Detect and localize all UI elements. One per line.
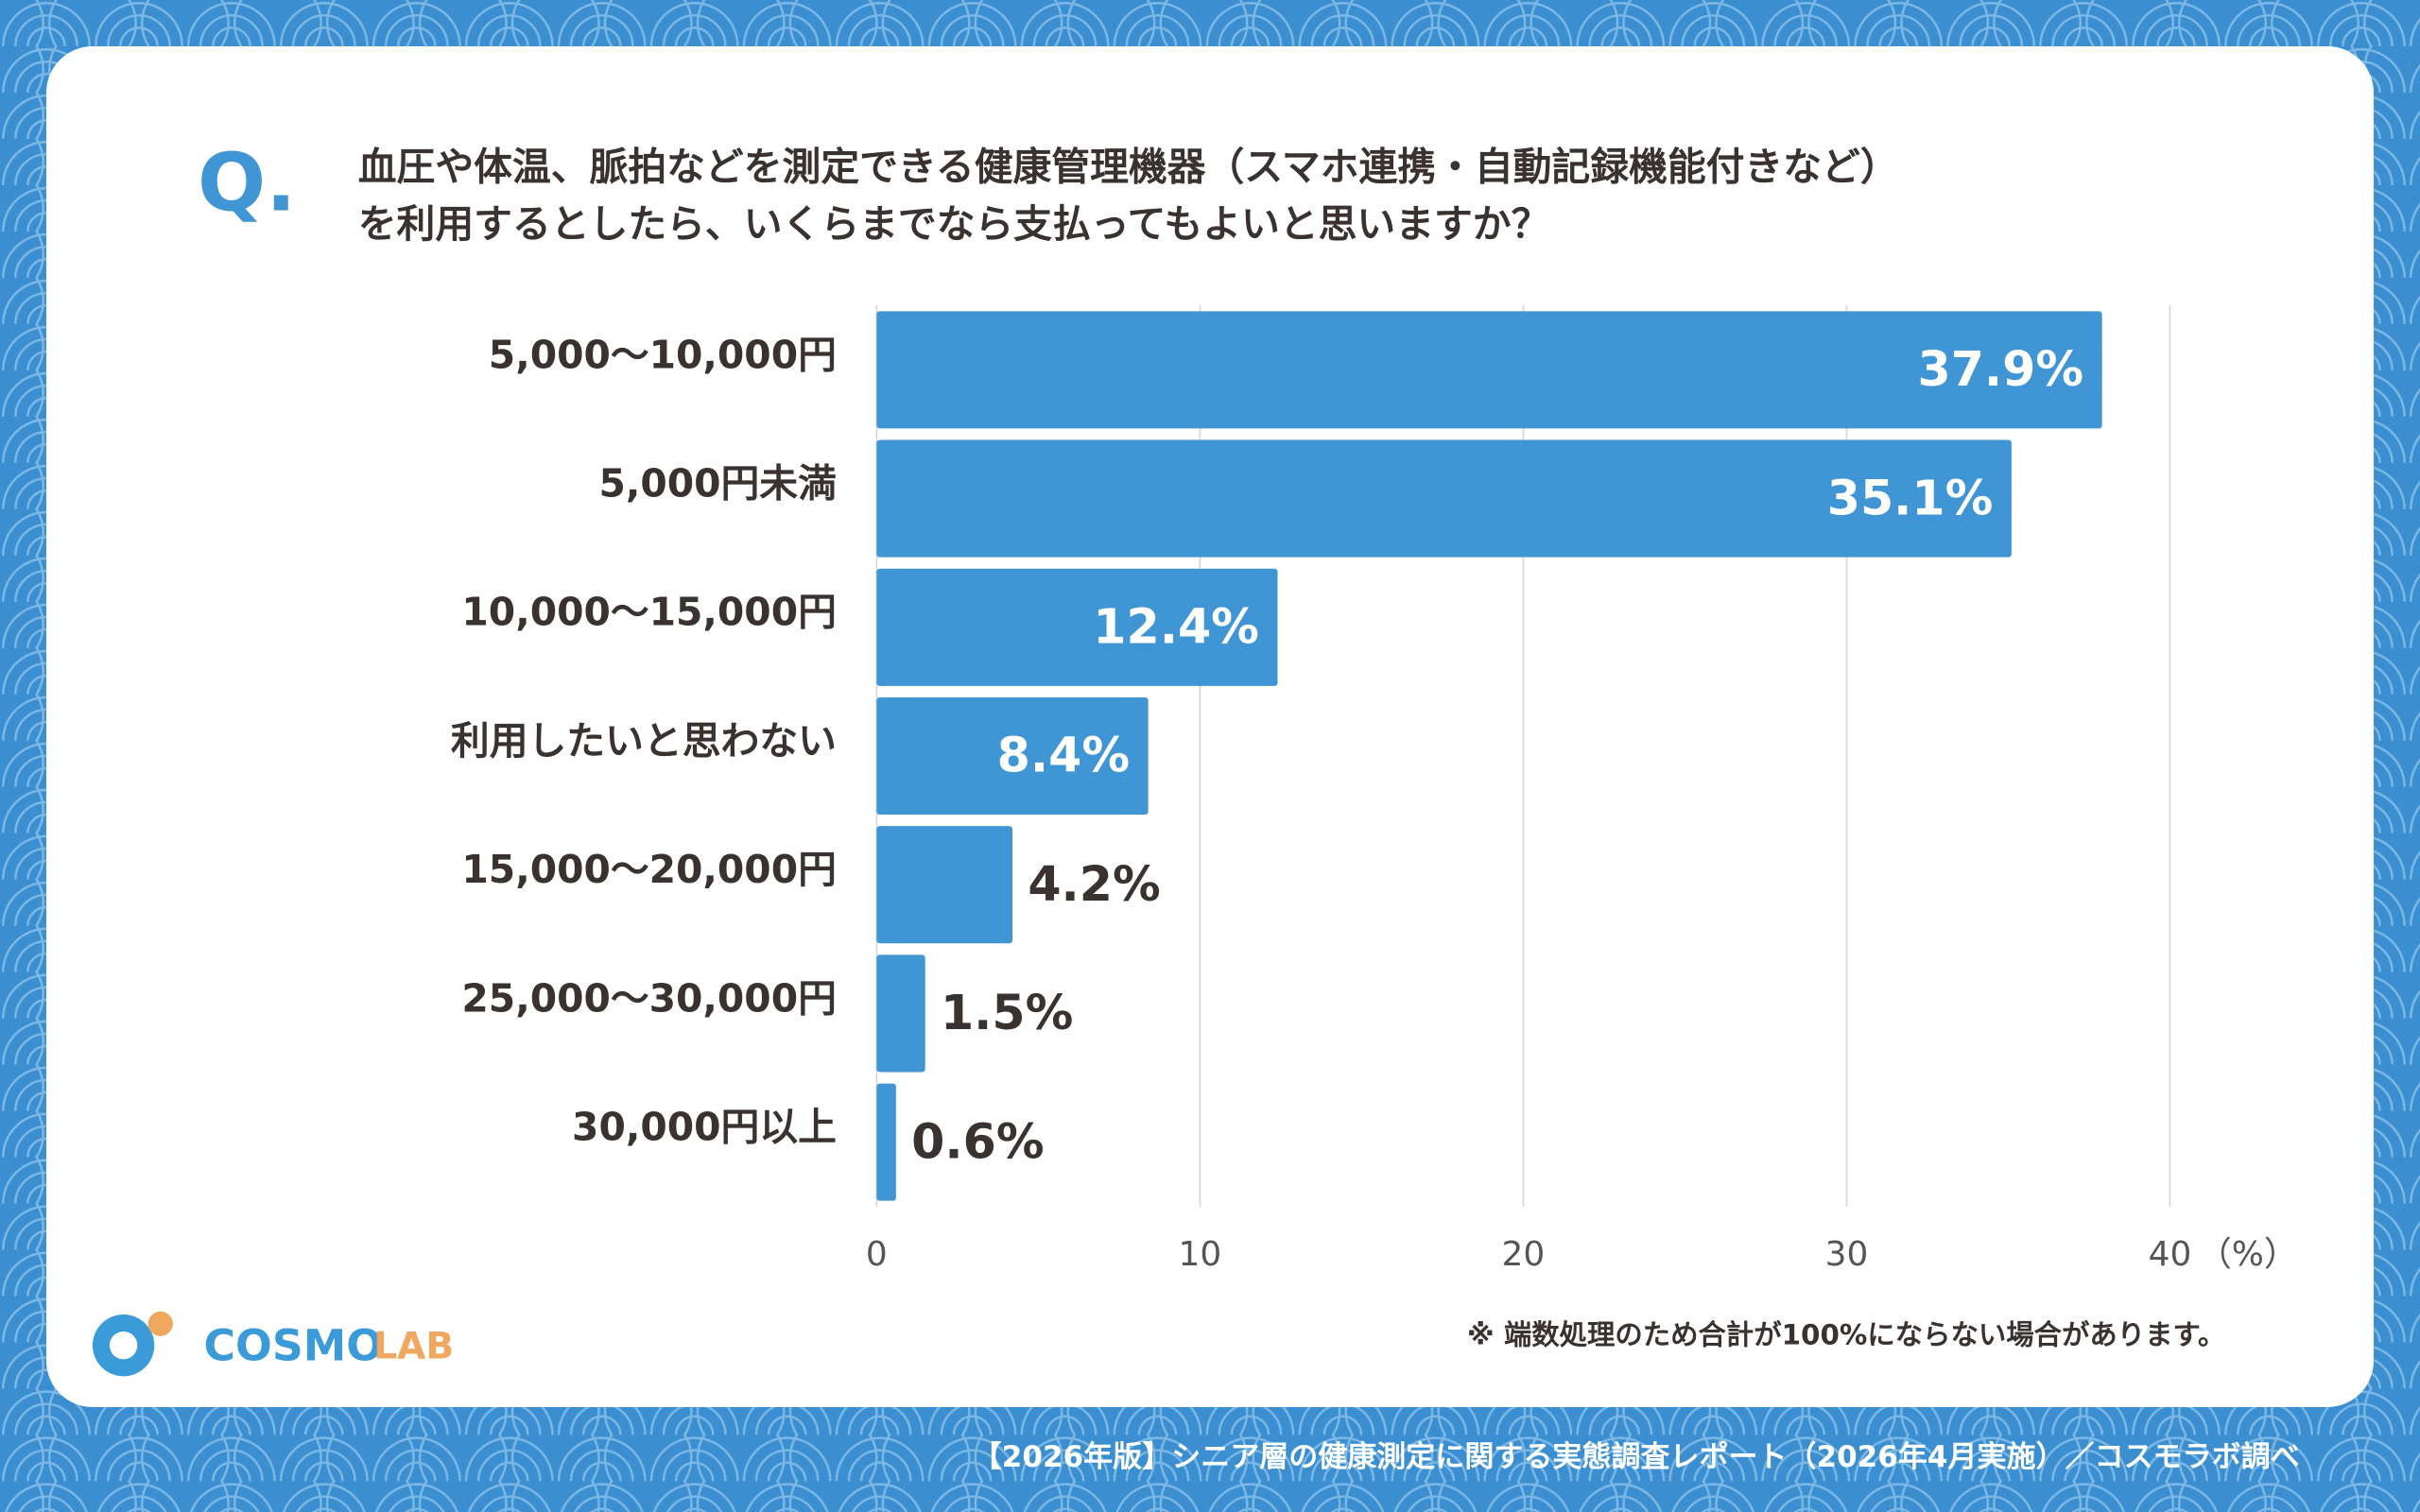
data-label: 37.9% (1918, 341, 2084, 397)
x-tick-label: 0 (866, 1235, 888, 1274)
x-tick-label: 40 (2149, 1235, 2192, 1274)
data-label: 0.6% (911, 1113, 1044, 1169)
chart-title: を利用するとしたら、いくらまでなら支払ってもよいと思いますか？ (358, 201, 1550, 247)
note: ※ 端数処理のため合計が100%にならない場合があります。 (1467, 1318, 2225, 1350)
y-tick-label: 5,000円未満 (598, 461, 836, 507)
source: 【2026年版】シニア層の健康測定に関する実態調査レポート（2026年4月実施）… (973, 1440, 2300, 1474)
q-marker: Q. (198, 137, 296, 231)
y-tick-label: 5,000〜10,000円 (489, 332, 837, 377)
data-label: 8.4% (997, 728, 1130, 783)
x-tick-label: 10 (1179, 1235, 1222, 1274)
bar (876, 826, 1013, 944)
chart-title: 血圧や体温、脈拍などを測定できる健康管理機器（スマホ連携・自動記録機能付きなど） (358, 145, 1899, 190)
data-label: 35.1% (1827, 470, 1994, 525)
logo-text: COSMO (204, 1320, 384, 1370)
bar (876, 696, 1149, 816)
logo-text: LAB (373, 1325, 454, 1367)
x-tick-label: 20 (1502, 1235, 1546, 1274)
y-tick-label: 15,000〜20,000円 (461, 847, 836, 892)
bar (876, 568, 1278, 686)
y-tick-label: 10,000〜15,000円 (461, 590, 836, 635)
data-label: 12.4% (1093, 599, 1259, 655)
bar (876, 954, 925, 1073)
y-tick-label: 25,000〜30,000円 (461, 975, 836, 1021)
bar (876, 1083, 896, 1201)
logo: COSMO LAB (92, 1311, 454, 1377)
bar (876, 311, 2102, 429)
logo-icon (147, 1311, 173, 1336)
x-axis-unit: （%） (2198, 1235, 2298, 1274)
y-tick-label: 30,000円以上 (572, 1105, 837, 1150)
y-tick-label: 利用したいと思わない (451, 718, 837, 764)
logo-icon (109, 1331, 138, 1360)
bar (876, 439, 2012, 558)
data-label: 1.5% (941, 985, 1073, 1040)
data-label: 4.2% (1028, 856, 1160, 912)
x-tick-label: 30 (1825, 1235, 1869, 1274)
card (45, 45, 2375, 1407)
